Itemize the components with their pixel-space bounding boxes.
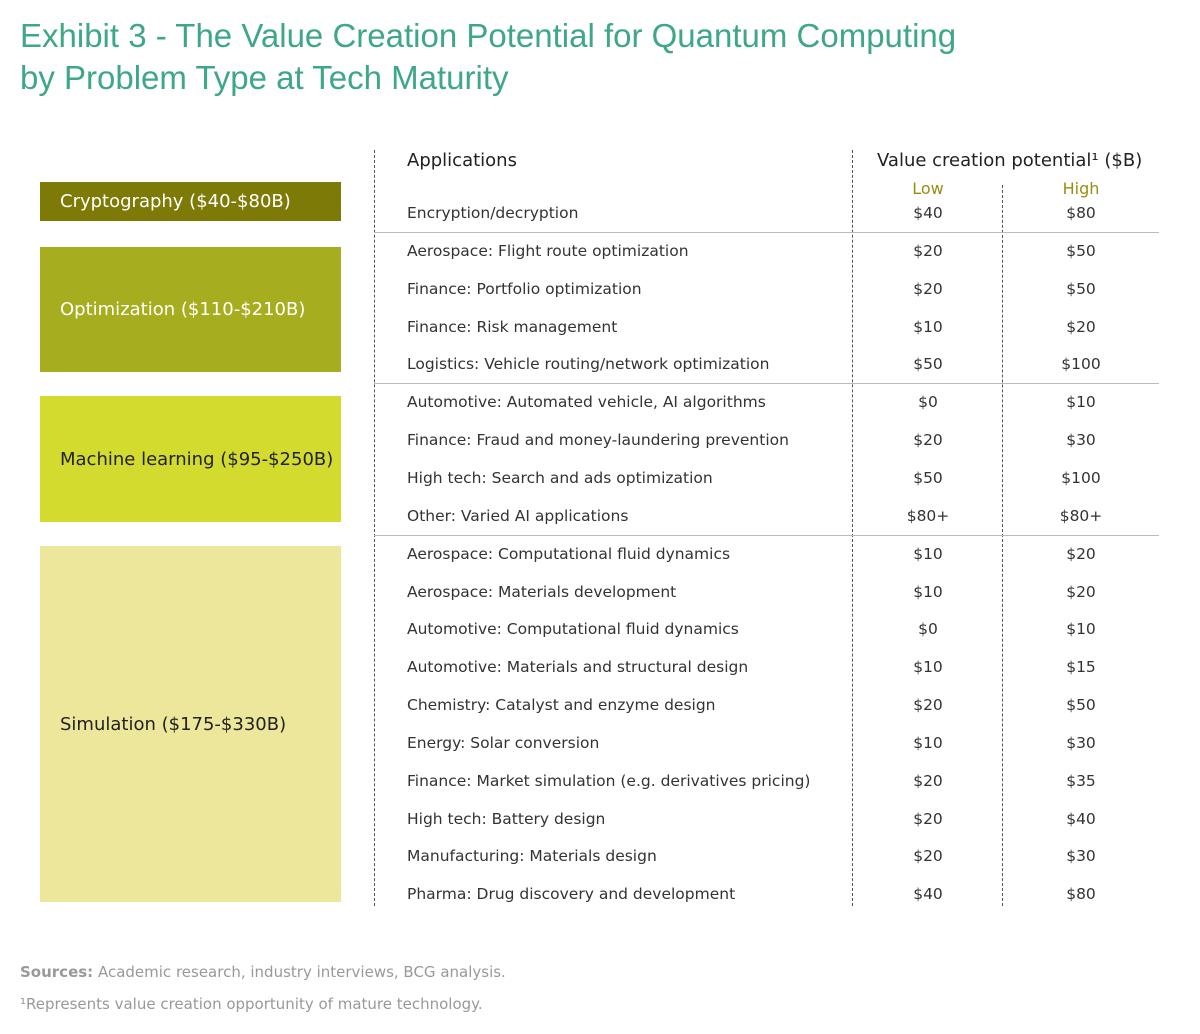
low-value: $20 [913, 431, 943, 450]
application: Automotive: Materials and structural des… [407, 658, 749, 677]
application: Automotive: Computational fluid dynamics [407, 620, 739, 639]
low-value: $20 [913, 771, 943, 790]
high-value: $50 [1066, 279, 1096, 298]
high-value: $100 [1061, 355, 1101, 374]
group-box: Cryptography ($40-$80B) [40, 182, 341, 221]
low-value: $10 [913, 317, 943, 336]
application: Pharma: Drug discovery and development [407, 885, 736, 904]
high-value: $80 [1066, 885, 1096, 904]
divider [374, 150, 375, 906]
application: Finance: Risk management [407, 317, 618, 336]
sources-label: Sources: [20, 963, 94, 981]
low-value: $10 [913, 544, 943, 563]
title-line: Exhibit 3 - The Value Creation Potential… [20, 17, 957, 54]
application: Finance: Market simulation (e.g. derivat… [407, 771, 811, 790]
high-value: $20 [1066, 544, 1096, 563]
divider [1002, 185, 1003, 906]
value-header: Value creation potential¹ ($B) [877, 150, 1143, 171]
high-value: $30 [1066, 431, 1096, 450]
application: Automotive: Automated vehicle, AI algori… [407, 393, 766, 412]
application: Chemistry: Catalyst and enzyme design [407, 696, 716, 715]
footnote: ¹Represents value creation opportunity o… [20, 995, 483, 1013]
high-value: $35 [1066, 771, 1096, 790]
low-value: $20 [913, 809, 943, 828]
low-value: $80+ [906, 506, 950, 525]
high-value: $15 [1066, 658, 1096, 677]
low-value: $10 [913, 658, 943, 677]
sources-text: Academic research, industry interviews, … [97, 963, 506, 981]
high-header: High [1062, 179, 1100, 198]
low-value: $20 [913, 279, 943, 298]
low-value: $0 [918, 393, 938, 412]
low-value: $20 [913, 847, 943, 866]
separator [374, 383, 1159, 385]
application: Other: Varied AI applications [407, 506, 629, 525]
separator [374, 231, 1159, 233]
low-value: $40 [913, 885, 943, 904]
high-value: $50 [1066, 696, 1096, 715]
title-line: by Problem Type at Tech Maturity [20, 59, 509, 96]
application: Manufacturing: Materials design [407, 847, 657, 866]
high-value: $30 [1066, 847, 1096, 866]
high-value: $30 [1066, 733, 1096, 752]
low-value: $10 [913, 733, 943, 752]
application: Aerospace: Flight route optimization [407, 241, 689, 260]
separator [374, 534, 1159, 536]
low-value: $50 [913, 468, 943, 487]
group-box: Optimization ($110-$210B) [40, 247, 341, 372]
sources: Sources: Academic research, industry int… [20, 963, 506, 981]
high-value: $40 [1066, 809, 1096, 828]
application: Aerospace: Materials development [407, 582, 677, 601]
high-value: $80+ [1059, 506, 1103, 525]
high-value: $10 [1066, 620, 1096, 639]
application: Encryption/decryption [407, 204, 579, 222]
low-value: $20 [913, 696, 943, 715]
application: Logistics: Vehicle routing/network optim… [407, 355, 770, 374]
divider [852, 150, 853, 906]
applications-header: Applications [407, 150, 517, 171]
low-value: $50 [913, 355, 943, 374]
application: Finance: Fraud and money-laundering prev… [407, 431, 789, 450]
low-value: $20 [913, 241, 943, 260]
high-value: $20 [1066, 317, 1096, 336]
high-value: $80 [1066, 204, 1096, 222]
application: Finance: Portfolio optimization [407, 279, 642, 298]
high-value: $100 [1061, 468, 1101, 487]
high-value: $10 [1066, 393, 1096, 412]
high-value: $50 [1066, 241, 1096, 260]
low-value: $0 [918, 620, 938, 639]
application: Energy: Solar conversion [407, 733, 600, 752]
application: High tech: Battery design [407, 809, 606, 828]
low-header: Low [912, 179, 944, 198]
high-value: $20 [1066, 582, 1096, 601]
application: Aerospace: Computational fluid dynamics [407, 544, 731, 563]
low-value: $10 [913, 582, 943, 601]
group-box: Simulation ($175-$330B) [40, 546, 341, 902]
application: High tech: Search and ads optimization [407, 468, 713, 487]
group-box: Machine learning ($95-$250B) [40, 396, 341, 522]
low-value: $40 [913, 204, 943, 222]
